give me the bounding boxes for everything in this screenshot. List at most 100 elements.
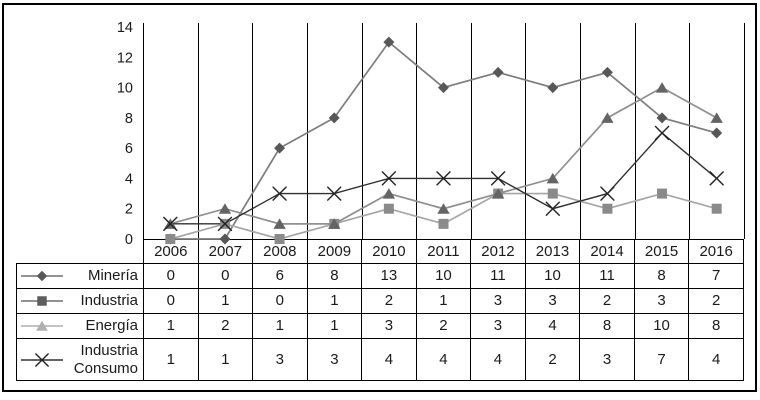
table-corner-blank (17, 240, 144, 264)
year-header-cell: 2014 (579, 239, 635, 264)
legend-label: Industria Consumo (73, 342, 138, 377)
value-cell: 1 (306, 313, 363, 339)
x-marker-icon (709, 171, 724, 186)
diamond-marker-icon (547, 82, 559, 94)
y-axis-tick-label: 4 (125, 171, 133, 187)
series-line (170, 40, 717, 240)
table-row: Industria 0 1 0 1 2 1 3 3 2 3 2 (16, 288, 744, 314)
value-cell: 6 (252, 263, 308, 289)
value-cell: 11 (579, 263, 635, 289)
table-row: Energía 1 2 1 1 3 2 3 4 8 10 8 (16, 313, 744, 339)
value-cell: 7 (688, 263, 744, 289)
triangle-marker-icon (36, 320, 48, 331)
legend-marker (21, 352, 63, 367)
year-header-cell: 2011 (415, 239, 472, 264)
square-marker-icon (383, 203, 394, 214)
square-marker-icon (547, 188, 558, 199)
data-table: 2006 2007 2008 2009 2010 2011 2012 2013 2014 2015… (16, 239, 744, 381)
value-cell: 3 (470, 313, 526, 339)
value-cell: 8 (633, 263, 690, 289)
year-header-cell: 2006 (143, 239, 199, 264)
diamond-marker-icon (274, 142, 286, 154)
value-cell: 0 (143, 263, 199, 289)
legend-entry: Minería (17, 267, 143, 285)
x-marker-icon (600, 186, 615, 201)
diamond-marker-icon (601, 66, 613, 78)
value-cell: 0 (143, 288, 199, 314)
year-header-cell: 2012 (470, 239, 526, 264)
legend-cell: Minería (16, 263, 144, 289)
value-cell: 2 (361, 288, 417, 314)
year-header-cell: 2008 (252, 239, 308, 264)
triangle-marker-icon (437, 203, 450, 214)
triangle-marker-icon (382, 188, 396, 199)
square-marker-icon (711, 203, 722, 214)
legend-label: Energía (85, 317, 138, 335)
x-marker-icon (490, 171, 506, 186)
series-line (170, 132, 718, 225)
y-axis-tick-label: 6 (125, 141, 133, 157)
x-marker-icon (163, 216, 178, 232)
diamond-marker-icon (492, 66, 504, 78)
square-marker-icon (438, 218, 449, 229)
value-cell: 1 (252, 313, 308, 339)
x-marker-icon (327, 186, 342, 201)
value-cell: 10 (415, 263, 472, 289)
value-cell: 2 (688, 288, 744, 314)
triangle-marker-icon (273, 218, 286, 229)
value-cell: 4 (470, 338, 526, 381)
x-marker-icon (272, 186, 287, 201)
value-cell: 4 (361, 338, 417, 381)
value-cell: 13 (361, 263, 417, 289)
square-marker-icon (602, 203, 613, 214)
value-cell: 2 (524, 338, 581, 381)
value-cell: 3 (361, 313, 417, 339)
table-row: Industria Consumo 1 1 3 3 4 4 4 2 3 7 4 (16, 338, 744, 381)
square-marker-icon (37, 296, 47, 306)
value-cell: 1 (143, 338, 199, 381)
x-marker-icon (35, 352, 49, 367)
value-cell: 8 (306, 263, 363, 289)
x-marker-icon (217, 216, 233, 232)
x-marker-icon (545, 201, 560, 216)
value-cell: 8 (688, 313, 744, 339)
table-row: Minería 0 0 6 8 13 10 11 10 11 8 7 (16, 263, 744, 289)
triangle-marker-icon (546, 172, 559, 184)
legend-cell: Industria (16, 288, 144, 314)
value-cell: 0 (197, 263, 254, 289)
value-cell: 2 (415, 313, 472, 339)
x-marker-icon (436, 171, 451, 186)
value-cell: 0 (252, 288, 308, 314)
legend-marker (21, 270, 63, 282)
y-axis-tick-label: 14 (117, 20, 133, 36)
value-cell: 4 (688, 338, 744, 381)
value-cell: 3 (306, 338, 363, 381)
triangle-marker-icon (710, 112, 723, 123)
y-axis-tick-label: 12 (117, 50, 133, 66)
legend-entry: Energía (17, 317, 143, 335)
legend-label: Minería (87, 267, 138, 285)
value-cell: 4 (415, 338, 472, 381)
year-header-cell: 2007 (197, 239, 254, 264)
series-line (170, 192, 717, 240)
legend-marker (21, 296, 63, 306)
y-axis-tick-label: 2 (125, 202, 133, 218)
value-cell: 2 (197, 313, 254, 339)
legend-cell: Industria Consumo (16, 338, 144, 381)
square-marker-icon (329, 218, 340, 229)
y-axis-tick-label: 10 (117, 81, 133, 97)
triangle-marker-icon (218, 203, 232, 214)
legend-marker (21, 320, 63, 331)
value-cell: 10 (524, 263, 581, 289)
value-cell: 8 (579, 313, 635, 339)
value-cell: 1 (306, 288, 363, 314)
value-cell: 3 (524, 288, 581, 314)
value-cell: 3 (470, 288, 526, 314)
value-cell: 1 (197, 338, 254, 381)
year-header-cell: 2013 (524, 239, 581, 264)
triangle-marker-icon (601, 112, 614, 123)
value-cell: 1 (415, 288, 472, 314)
square-marker-icon (657, 188, 668, 199)
